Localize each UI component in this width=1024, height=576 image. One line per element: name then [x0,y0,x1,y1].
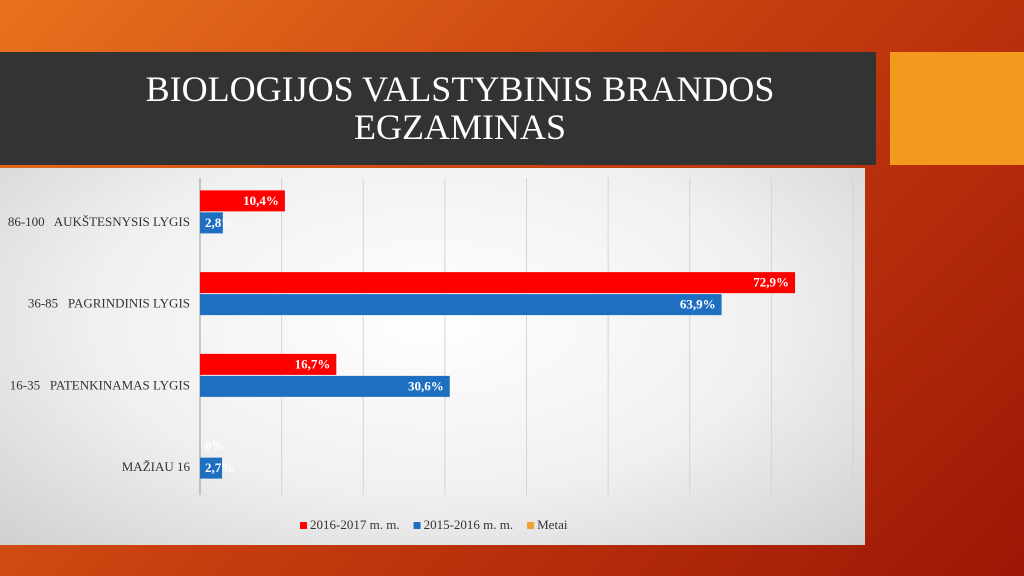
title-bar: BIOLOGIJOS VALSTYBINIS BRANDOS EGZAMINAS [0,52,876,165]
legend-label: Metai [537,517,568,532]
bar [200,190,285,212]
chart: 86-100 AUKŠTESNYSIS LYGIS 10,4% 2,8% 36-85 … [8,178,854,532]
data-label: 0% [205,438,225,453]
bar [200,353,337,375]
data-label: 63,9% [680,297,716,312]
accent-square [890,52,1024,165]
legend-swatch [413,522,421,529]
bar [200,272,796,294]
y-tick-label: MAŽIAU 16 [122,459,191,474]
legend-swatch [300,522,307,529]
bar [200,375,450,397]
data-label: 16,7% [295,356,331,371]
data-label: 2,7% [205,460,234,475]
bar [200,294,722,316]
legend-label: 2016-2017 m. m. [310,517,400,532]
data-label: 10,4% [243,193,279,208]
legend-swatch [527,522,535,529]
legend-label: 2015-2016 m. m. [424,517,514,532]
chart-panel: 86-100 AUKŠTESNYSIS LYGIS 10,4% 2,8% 36-85 … [0,168,865,545]
y-tick-label: 86-100 AUKŠTESNYSIS LYGIS [8,214,190,229]
data-label: 72,9% [753,275,789,290]
y-tick-label: 16-35 PATENKINAMAS LYGIS [10,377,190,392]
data-label: 2,8% [205,215,234,230]
slide-title: BIOLOGIJOS VALSTYBINIS BRANDOS EGZAMINAS [145,69,775,147]
bar [200,457,223,479]
y-tick-label: 36-85 PAGRINDINIS LYGIS [28,296,190,311]
data-label: 30,6% [408,378,444,393]
bar [200,212,223,234]
